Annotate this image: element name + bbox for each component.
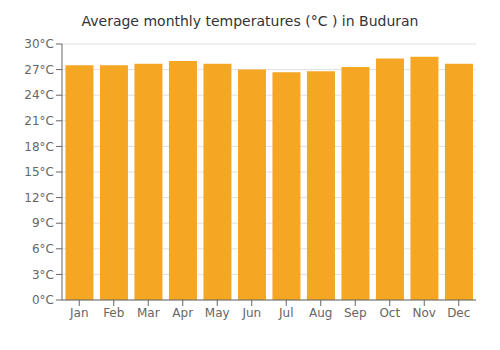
svg-text:18°C: 18°C	[24, 140, 54, 154]
svg-text:3°C: 3°C	[32, 268, 54, 282]
svg-text:0°C: 0°C	[32, 293, 54, 307]
svg-text:21°C: 21°C	[24, 114, 54, 128]
svg-text:12°C: 12°C	[24, 191, 54, 205]
svg-text:Sep: Sep	[344, 306, 367, 320]
html-text:Average monthly temperatures (: Average monthly temperatures (°C ) in Bu…	[81, 13, 419, 29]
svg-text:24°C: 24°C	[24, 88, 54, 102]
svg-text:Aug: Aug	[309, 306, 332, 320]
svg-text:Nov: Nov	[413, 306, 436, 320]
svg-text:Jan: Jan	[69, 306, 89, 320]
svg-text:Mar: Mar	[137, 306, 160, 320]
svg-text:30°C: 30°C	[24, 37, 54, 51]
svg-text:27°C: 27°C	[24, 63, 54, 77]
svg-text:Jul: Jul	[278, 306, 293, 320]
svg-text:Feb: Feb	[103, 306, 124, 320]
svg-text:15°C: 15°C	[24, 165, 54, 179]
svg-text:Dec: Dec	[447, 306, 470, 320]
svg-text:Apr: Apr	[172, 306, 193, 320]
svg-text:6°C: 6°C	[32, 242, 54, 256]
svg-text:May: May	[205, 306, 230, 320]
svg-text:Jun: Jun	[241, 306, 261, 320]
svg-text:Oct: Oct	[379, 306, 400, 320]
svg-text:9°C: 9°C	[32, 216, 54, 230]
